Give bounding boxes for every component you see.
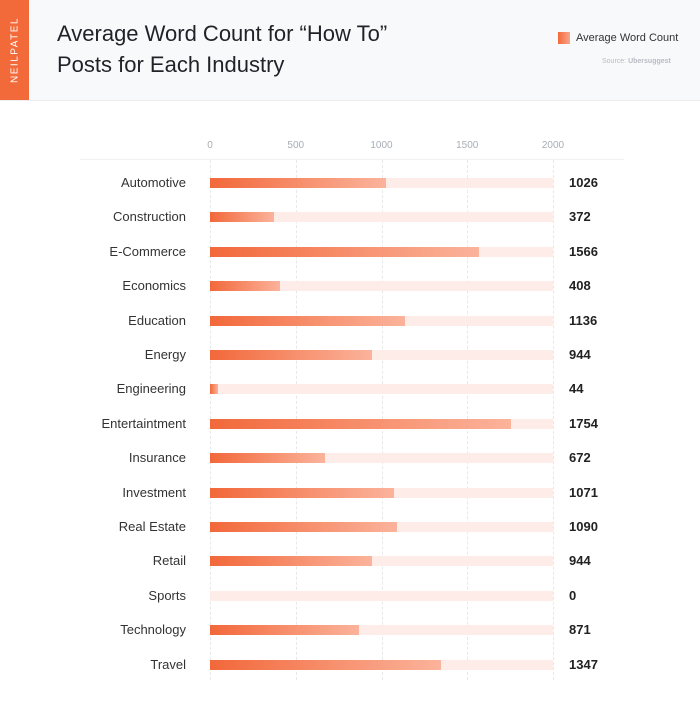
bar xyxy=(210,246,479,257)
legend-swatch-icon xyxy=(558,32,570,44)
bar xyxy=(210,625,360,636)
x-tick-label: 1000 xyxy=(370,140,393,151)
bar-row: Sports 0 xyxy=(0,587,700,603)
x-tick-label: 500 xyxy=(287,140,305,151)
category-label: Real Estate xyxy=(118,519,186,534)
bar-row: Energy 944 xyxy=(0,347,700,362)
category-label: E-Commerce xyxy=(109,243,186,259)
value-label: 944 xyxy=(569,553,591,569)
x-tick-label: 2000 xyxy=(541,140,565,151)
title-line-1: Average Word Count for “How To” xyxy=(57,21,388,46)
x-tick-label: 0 xyxy=(207,140,213,151)
brand-label: NEILPATEL xyxy=(9,17,20,83)
x-tick-label: 1500 xyxy=(456,140,479,151)
source-note: Source: Ubersuggest xyxy=(602,58,671,65)
category-label: Automotive xyxy=(120,175,186,190)
category-label: Energy xyxy=(144,347,186,362)
bar-track xyxy=(210,384,553,395)
category-label: Construction xyxy=(113,209,186,225)
bar-row: Economics 408 xyxy=(0,278,700,294)
legend: Average Word Count xyxy=(558,32,678,44)
category-label: Sports xyxy=(148,587,186,603)
title-line-2: Posts for Each Industry xyxy=(57,52,285,77)
bar-track xyxy=(210,453,553,464)
bar-row: Travel 1347 xyxy=(0,656,700,672)
bar xyxy=(210,350,372,360)
bar xyxy=(210,659,441,670)
bar xyxy=(210,418,511,429)
bar-row: Real Estate 1090 xyxy=(0,519,700,534)
category-label: Retail xyxy=(152,553,186,569)
axis-line xyxy=(80,159,624,160)
bar-row: Retail 944 xyxy=(0,553,700,569)
bar-track xyxy=(210,281,553,292)
value-label: 0 xyxy=(569,587,577,603)
bar-track xyxy=(210,590,553,601)
bar-row: Technology 871 xyxy=(0,622,700,638)
category-label: Economics xyxy=(122,278,186,294)
value-label: 1136 xyxy=(569,312,598,328)
category-label: Engineering xyxy=(116,381,186,397)
value-label: 871 xyxy=(569,622,591,638)
bar xyxy=(210,212,274,223)
bar-row: Education 1136 xyxy=(0,312,700,328)
chart-title: Average Word Count for “How To” Posts fo… xyxy=(57,18,477,80)
bar-track xyxy=(210,625,553,636)
bar-row: E-Commerce 1566 xyxy=(0,243,700,259)
value-label: 1566 xyxy=(569,243,598,259)
category-label: Travel xyxy=(150,656,186,672)
value-label: 372 xyxy=(569,209,591,225)
brand-tab: NEILPATEL xyxy=(0,0,29,100)
bar xyxy=(210,178,386,188)
category-label: Investment xyxy=(122,484,186,500)
bar xyxy=(210,487,394,498)
value-label: 944 xyxy=(569,347,591,362)
bar-row: Engineering 44 xyxy=(0,381,700,397)
value-label: 1090 xyxy=(569,519,598,534)
value-label: 1347 xyxy=(569,656,598,672)
bar-row: Entertaintment 1754 xyxy=(0,415,700,431)
value-label: 1071 xyxy=(569,484,598,500)
bar xyxy=(210,556,372,567)
bar-row: Automotive 1026 xyxy=(0,175,700,190)
chart-header: NEILPATEL Average Word Count for “How To… xyxy=(0,0,700,101)
bar-track xyxy=(210,556,553,567)
value-label: 672 xyxy=(569,450,591,466)
gridline xyxy=(553,160,554,680)
legend-label: Average Word Count xyxy=(576,32,679,44)
bar xyxy=(210,281,280,292)
value-label: 44 xyxy=(569,381,584,397)
bar xyxy=(210,315,405,326)
bar-track xyxy=(210,212,553,223)
bar-track xyxy=(210,350,553,360)
category-label: Education xyxy=(128,312,186,328)
bar-row: Construction 372 xyxy=(0,209,700,225)
category-label: Insurance xyxy=(128,450,186,466)
bar-row: Investment 1071 xyxy=(0,484,700,500)
category-label: Entertaintment xyxy=(101,415,186,431)
bar xyxy=(210,384,218,395)
category-label: Technology xyxy=(120,622,186,638)
value-label: 1026 xyxy=(569,175,598,190)
value-label: 408 xyxy=(569,278,591,294)
bar-row: Insurance 672 xyxy=(0,450,700,466)
bar xyxy=(210,453,326,464)
value-label: 1754 xyxy=(569,415,598,431)
bar xyxy=(210,522,397,532)
